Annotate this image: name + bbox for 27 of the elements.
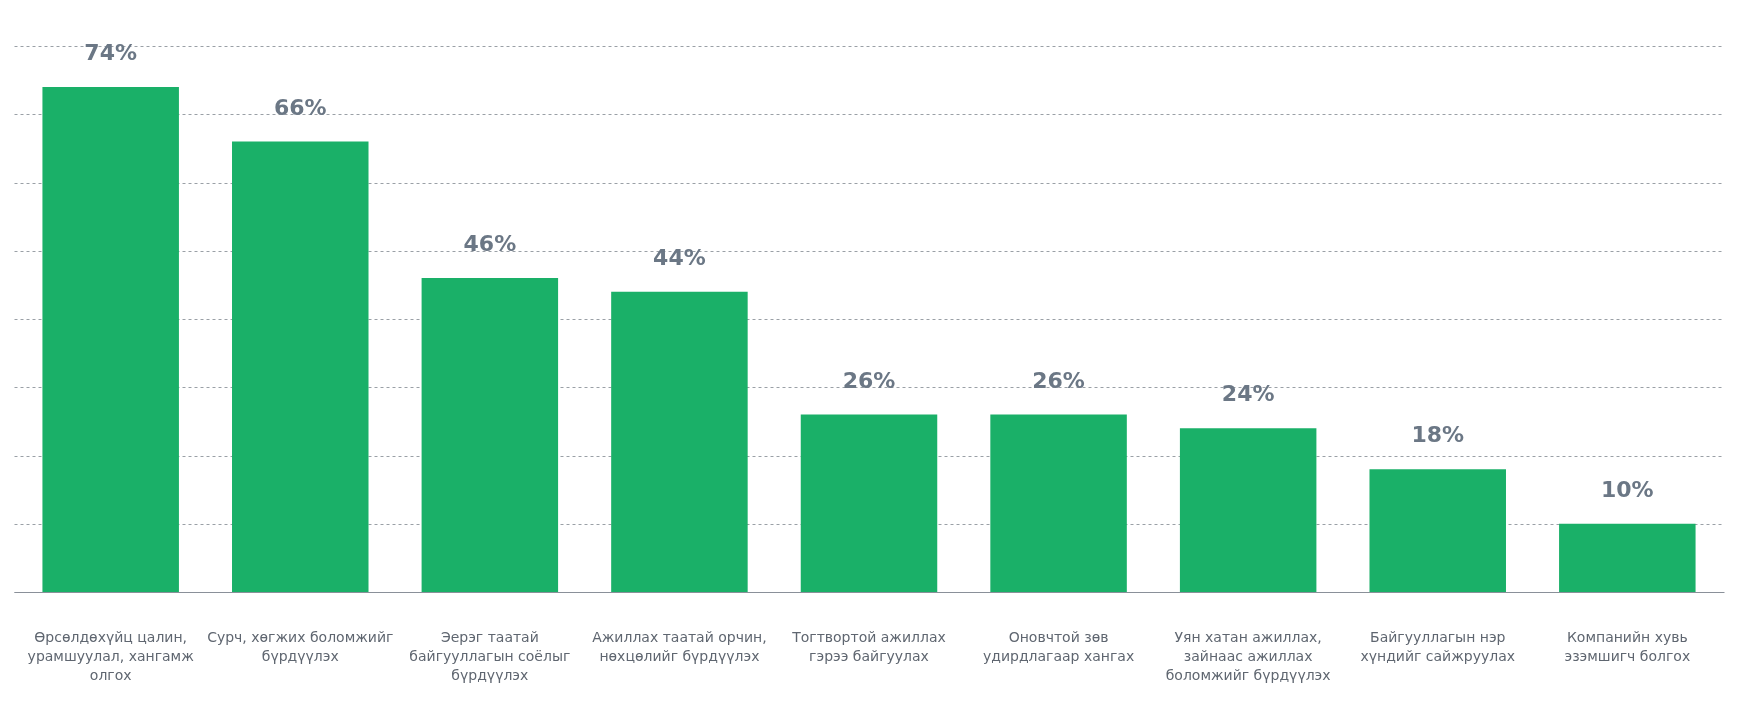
data-label: 66% bbox=[273, 94, 327, 120]
bar bbox=[232, 141, 369, 592]
bar bbox=[1179, 428, 1317, 592]
x-tick-label: Компанийн хувь эзэмшигч болгох bbox=[1564, 628, 1691, 664]
data-label: 24% bbox=[1221, 381, 1275, 407]
data-label: 46% bbox=[463, 231, 517, 257]
bar bbox=[1559, 523, 1696, 592]
data-label: 18% bbox=[1411, 422, 1465, 448]
bar bbox=[1369, 469, 1506, 592]
x-tick-label: Оновчтой зөв удирдлагаар хангах bbox=[982, 628, 1135, 664]
data-label: 44% bbox=[653, 244, 706, 270]
x-tick-label: Тогтвортой ажиллах гэрээ байгуулах bbox=[791, 628, 946, 664]
data-label: 26% bbox=[1032, 367, 1085, 393]
x-tick-label: Уян хатан ажиллах, зайнаас ажиллах боломжийг бүрдүүлэх bbox=[1165, 628, 1331, 683]
data-label: 26% bbox=[842, 367, 896, 393]
x-tick-label: Байгууллагын нэр хүндийг сайжруулах bbox=[1360, 628, 1516, 664]
data-label: 10% bbox=[1600, 476, 1654, 502]
bar bbox=[800, 414, 938, 592]
bar bbox=[990, 414, 1127, 592]
x-tick-label: Эерэг таатай байгууллагын соёлыг бүрдүүлэх bbox=[409, 628, 571, 683]
bar bbox=[42, 86, 179, 592]
data-label: 74% bbox=[84, 39, 138, 65]
x-tick-label: Өрсөлдөхүйц цалин, урамшуулал, хангамж олгох bbox=[27, 628, 195, 683]
bar bbox=[421, 278, 559, 592]
x-tick-label: Ажиллах таатай орчин, нөхцөлийг бүрдүүлэх bbox=[592, 628, 767, 664]
x-tick-label: Сурч, хөгжих боломжийг бүрдүүлэх bbox=[207, 628, 394, 664]
bar bbox=[611, 291, 748, 592]
